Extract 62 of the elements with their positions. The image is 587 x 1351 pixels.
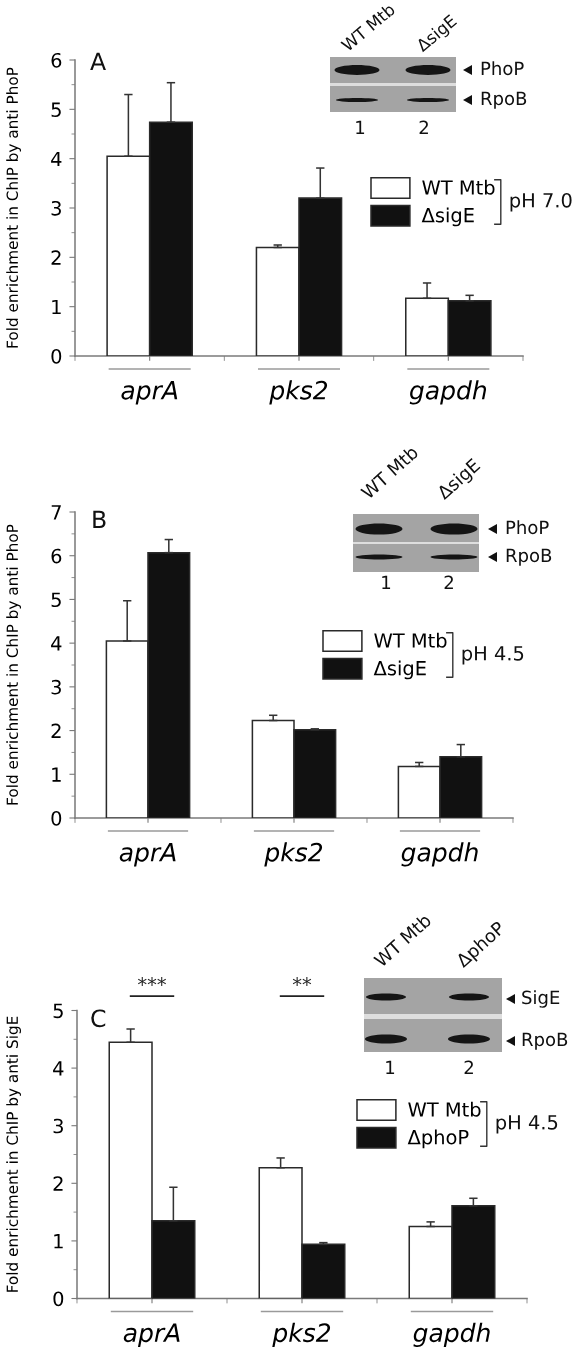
x-tick-label: aprA — [121, 381, 178, 405]
y-tick-label: 2 — [51, 250, 61, 265]
legend-label: WT Mtb — [408, 1101, 481, 1117]
y-tick-label: 7 — [51, 505, 61, 520]
y-tick-label: 4 — [53, 1061, 64, 1076]
annotation: A — [90, 52, 106, 70]
text: WT Mtb — [359, 444, 420, 500]
annotation: 2 — [464, 1060, 473, 1074]
legend-label: ΔphoP — [407, 1129, 469, 1149]
x-tick-label: aprA — [119, 843, 176, 867]
y-tick-label: 5 — [51, 102, 61, 117]
x-tick-label: gapdh — [401, 842, 478, 867]
y-tick-label: 1 — [52, 767, 61, 782]
annotation: RpoB — [522, 1032, 568, 1050]
legend-label: ΔsigE — [421, 207, 474, 227]
y-tick-label: 5 — [53, 1003, 63, 1019]
legend-label: ΔsigE — [373, 660, 426, 680]
legend-title: pH 4.5 — [462, 646, 524, 665]
y-tick-label: 6 — [51, 548, 62, 564]
y-tick-label: 0 — [51, 810, 62, 826]
annotation: 1 — [382, 575, 391, 589]
text: WT Mtb — [340, 2, 396, 53]
annotation: RpoB — [506, 548, 552, 566]
x-tick-label: pks2 — [272, 1322, 331, 1347]
y-tick-label: 2 — [51, 723, 61, 738]
y-tick-label: 1 — [52, 299, 61, 315]
annotation: RpoB — [481, 91, 527, 109]
y-tick-label: 4 — [51, 636, 62, 651]
legend-title: pH 7.0 — [510, 192, 572, 212]
text: *** — [138, 977, 166, 986]
text: WT Mtb — [372, 912, 433, 968]
y-tick-label: 3 — [51, 200, 61, 216]
x-tick-label: gapdh — [409, 380, 487, 405]
x-tick-label: gapdh — [413, 1322, 490, 1347]
annotation: PhoP — [481, 61, 524, 76]
y-axis-title: Fold enrichment in ChIP by anti SigE — [6, 1016, 21, 1292]
y-tick-label: 0 — [51, 348, 62, 364]
annotation: B — [93, 510, 106, 528]
legend-label: WT Mtb — [374, 632, 447, 648]
y-tick-label: 4 — [51, 151, 62, 167]
y-tick-label: 0 — [53, 1291, 64, 1307]
x-tick-label: pks2 — [264, 842, 323, 867]
annotation: 1 — [386, 1060, 395, 1074]
annotation: PhoP — [506, 520, 549, 535]
legend-title: pH 4.5 — [496, 1115, 558, 1134]
annotation: C — [91, 1009, 106, 1028]
y-tick-label: 1 — [54, 1234, 63, 1249]
legend-label: WT Mtb — [422, 179, 495, 195]
text: SigE — [522, 990, 560, 1008]
annotation: 2 — [419, 120, 428, 134]
y-tick-label: 3 — [53, 1118, 63, 1134]
y-tick-label: 3 — [51, 679, 61, 695]
text: ** — [292, 977, 312, 986]
x-tick-label: aprA — [123, 1323, 180, 1347]
y-tick-label: 5 — [51, 592, 61, 608]
y-axis-title: Fold enrichment in ChIP by anti PhoP — [6, 524, 21, 805]
annotation: 2 — [444, 575, 453, 589]
y-tick-label: 2 — [53, 1176, 63, 1191]
annotation: 1 — [356, 120, 365, 134]
y-axis-title: Fold enrichment in ChIP by anti PhoP — [6, 67, 21, 348]
y-tick-label: 6 — [51, 52, 62, 68]
x-tick-label: pks2 — [269, 380, 328, 405]
